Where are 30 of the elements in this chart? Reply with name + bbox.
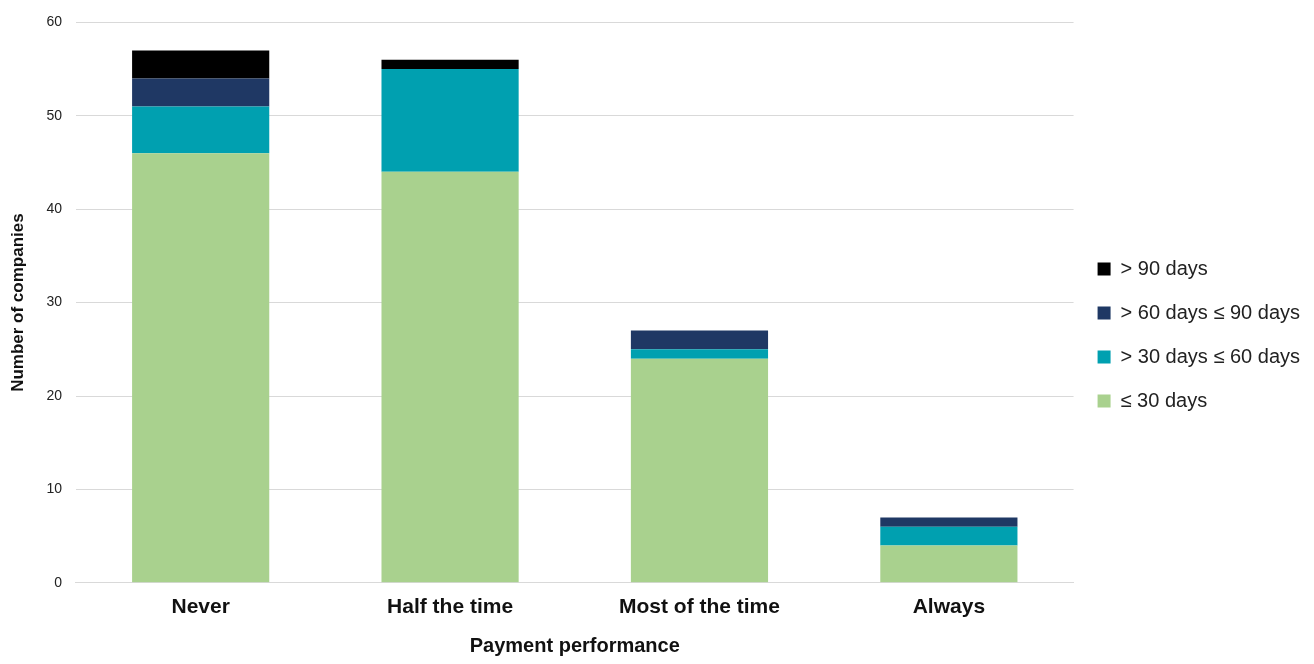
bar <box>381 59 519 70</box>
x-tick-label: Never <box>171 594 230 618</box>
x-tick-label: Most of the time <box>618 594 780 618</box>
y-tick-label: 30 <box>46 293 63 310</box>
x-tick-label: Half the time <box>387 594 514 618</box>
y-tick-label: 40 <box>46 200 63 217</box>
x-tick-label: Always <box>912 594 986 618</box>
legend-label: > 60 days ≤ 90 days <box>1120 300 1301 323</box>
y-tick-label: 20 <box>46 386 63 403</box>
bar <box>880 545 1018 583</box>
bar <box>132 153 270 583</box>
legend-label: > 30 days ≤ 60 days <box>1120 344 1301 367</box>
y-tick-label: 0 <box>54 573 63 590</box>
bar <box>381 69 519 172</box>
bar <box>630 349 769 359</box>
bar <box>880 526 1018 546</box>
y-tick-label: 10 <box>46 480 63 497</box>
bar <box>630 358 769 583</box>
bar <box>132 78 270 107</box>
legend-label: ≤ 30 days <box>1120 388 1208 411</box>
y-axis-title: Number of companies <box>7 213 27 392</box>
bar <box>880 517 1018 527</box>
x-axis-title: Payment performance <box>469 633 680 656</box>
y-tick-label: 60 <box>46 13 63 30</box>
bar <box>381 171 519 583</box>
bar <box>630 330 769 350</box>
bar <box>132 106 270 154</box>
legend-label: > 90 days <box>1120 256 1208 279</box>
bar <box>132 50 270 79</box>
y-tick-label: 50 <box>46 106 63 123</box>
